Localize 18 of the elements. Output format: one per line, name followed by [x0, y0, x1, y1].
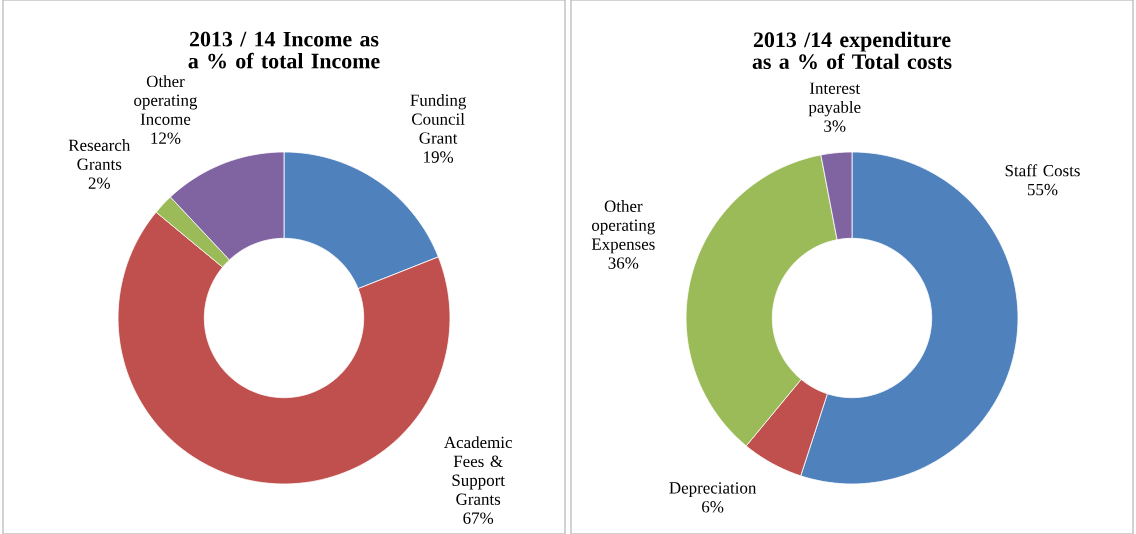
data-label: 3%	[824, 120, 846, 132]
data-label: 6%	[702, 501, 724, 513]
slice-label: Interest payable	[808, 82, 861, 117]
slice-label: Depreciation	[669, 482, 757, 498]
data-label: 12%	[151, 132, 181, 144]
slice-label: Staff Costs	[1005, 164, 1080, 177]
slice-label: Research Grants	[68, 139, 131, 170]
data-label: 55%	[1027, 183, 1058, 196]
data-label: 67%	[463, 512, 494, 524]
slice-label: Funding Council Grant	[410, 94, 467, 144]
data-label: 19%	[424, 151, 454, 163]
data-label: 36%	[608, 257, 639, 269]
slice-label: Other operating Expenses	[591, 200, 655, 254]
slice-label: Other operating Income	[134, 75, 198, 125]
chart-title: 2013 / 14 Income as a % of total Income	[188, 31, 380, 69]
chart-title: 2013 /14 expenditure as a % of Total costs	[752, 31, 952, 70]
slice-label: Academic Fees & Support Grants	[444, 436, 512, 505]
data-label: 2%	[88, 177, 110, 189]
